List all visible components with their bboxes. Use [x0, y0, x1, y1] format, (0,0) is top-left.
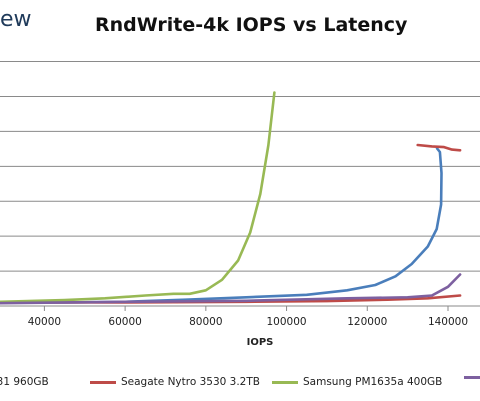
legend-swatch-samsung	[272, 380, 298, 384]
series-line-2	[0, 91, 276, 304]
legend-item-331: 331 960GB	[0, 376, 49, 388]
x-tick-label-5: 140000	[428, 316, 468, 328]
logo-text: ew	[0, 7, 32, 32]
x-tick-label-3: 100000	[267, 316, 307, 328]
x-axis-label: IOPS	[246, 337, 274, 348]
legend: 331 960GB Seagate Nytro 3530 3.2TB Samsu…	[0, 376, 480, 390]
x-tick-label-4: 120000	[347, 316, 387, 328]
legend-label-samsung: Samsung PM1635a 400GB	[303, 376, 443, 388]
legend-swatch-seagate	[90, 380, 116, 384]
legend-label-seagate: Seagate Nytro 3530 3.2TB	[121, 376, 260, 388]
series-line-3	[0, 273, 462, 305]
series-line-1-upper	[416, 143, 462, 152]
chart-title: RndWrite-4k IOPS vs Latency	[95, 14, 408, 36]
legend-swatch-other	[464, 376, 480, 379]
x-tick-label-0: 40000	[28, 316, 61, 328]
x-tick-label-1: 60000	[108, 316, 141, 328]
legend-item-seagate: Seagate Nytro 3530 3.2TB	[90, 376, 260, 388]
legend-label-331: 331 960GB	[0, 376, 49, 388]
x-tick-label-2: 80000	[189, 316, 222, 328]
legend-item-samsung: Samsung PM1635a 400GB	[272, 376, 442, 388]
legend-item-other	[464, 376, 480, 379]
